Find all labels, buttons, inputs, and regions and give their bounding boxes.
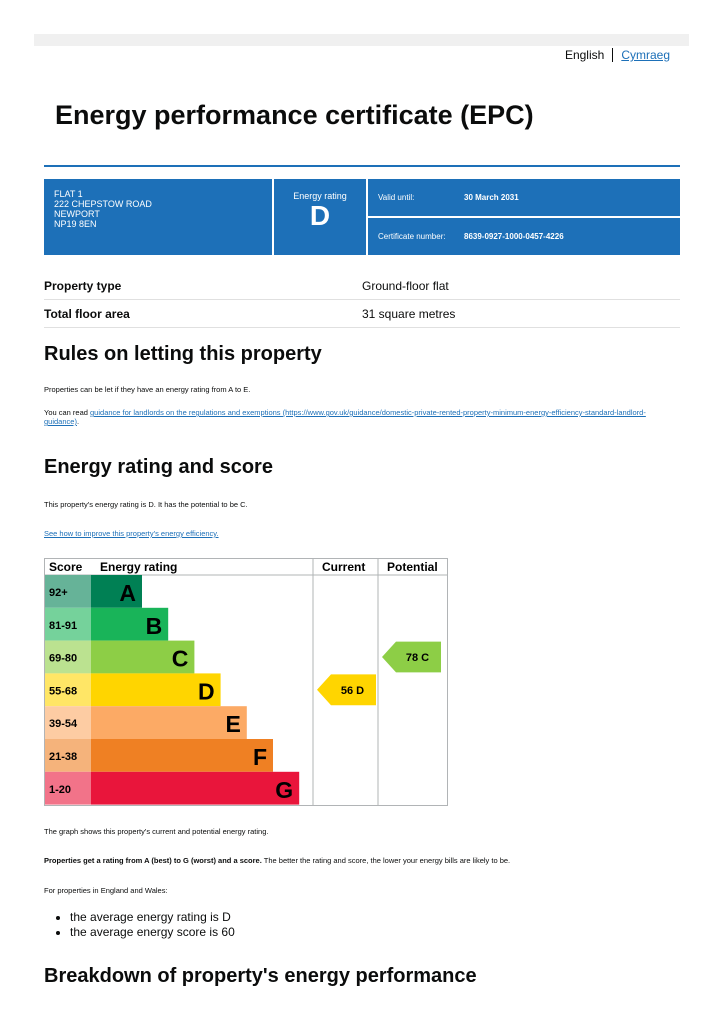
band-letter-C: C — [172, 646, 189, 672]
band-letter-F: F — [253, 744, 267, 770]
header-current: Current — [322, 560, 365, 574]
rating-explain-bold: Properties get a rating from A (best) to… — [44, 856, 262, 865]
rating-text: This property's energy rating is D. It h… — [44, 500, 248, 509]
score-label-A: 92+ — [49, 587, 68, 599]
score-heading: Energy rating and score — [44, 456, 273, 478]
property-type-value: Ground-floor flat — [362, 278, 449, 293]
score-cell-D — [45, 673, 91, 707]
breakdown-heading: Breakdown of property's energy performan… — [44, 965, 477, 987]
band-bar-C — [91, 640, 195, 674]
band-bar-G — [91, 771, 300, 805]
divider — [44, 165, 680, 167]
header-score: Score — [49, 560, 83, 574]
current-rating-label: 56 D — [341, 685, 364, 697]
band-bar-F — [91, 739, 273, 772]
average-intro: For properties in England and Wales: — [44, 886, 168, 895]
graph-text: The graph shows this property's current … — [44, 827, 269, 836]
score-label-C: 69-80 — [49, 653, 77, 665]
band-letter-G: G — [275, 777, 293, 803]
score-cell-C — [45, 640, 91, 674]
score-label-F: 21-38 — [49, 751, 77, 763]
score-cell-F — [45, 739, 91, 772]
list-item: the average energy rating is D — [70, 910, 235, 925]
score-cell-B — [45, 607, 91, 641]
letting-heading: Rules on letting this property — [44, 343, 322, 365]
cert-value: 8639-0927-1000-0457-4226 — [464, 232, 564, 241]
property-type-label: Property type — [44, 278, 122, 293]
header-energy-rating: Energy rating — [100, 560, 177, 574]
average-list: the average energy rating is Dthe averag… — [70, 910, 235, 940]
chart-border — [44, 558, 448, 806]
page-title: Energy performance certificate (EPC) — [55, 100, 534, 130]
lang-welsh-link[interactable]: Cymraeg — [612, 48, 670, 62]
cert-label: Certificate number: — [378, 232, 446, 241]
score-cell-E — [45, 706, 91, 739]
score-label-D: 55-68 — [49, 685, 77, 697]
address-line: NEWPORT — [54, 209, 100, 219]
property-summary: Property type Ground-floor flat Total flo… — [44, 272, 680, 328]
header-potential: Potential — [387, 560, 438, 574]
address: FLAT 1 222 CHEPSTOW ROAD NEWPORT NP19 8E… — [44, 179, 274, 255]
band-bar-E — [91, 706, 247, 739]
energy-rating: Energy rating D — [274, 179, 368, 255]
top-bar — [34, 34, 689, 46]
rating-label: Energy rating — [293, 191, 347, 201]
address-line: 222 CHEPSTOW ROAD — [54, 199, 152, 209]
rating-explain: The better the rating and score, the low… — [261, 856, 511, 865]
valid-label: Valid until: — [378, 193, 415, 202]
score-label-G: 1-20 — [49, 784, 71, 796]
floor-area-value: 31 square metres — [362, 306, 456, 321]
address-line: FLAT 1 — [54, 189, 83, 199]
valid-value: 30 March 2031 — [464, 193, 519, 202]
list-item: the average energy score is 60 — [70, 925, 235, 940]
potential-rating-label: 78 C — [406, 652, 429, 664]
potential-rating-arrow — [382, 641, 441, 673]
guidance-link[interactable]: guidance for landlords on the regulation… — [44, 408, 646, 426]
rating-value: D — [309, 200, 331, 231]
score-cell-G — [45, 771, 91, 805]
letting-guidance: You can read guidance for landlords on t… — [44, 408, 646, 426]
band-letter-D: D — [198, 678, 215, 704]
band-letter-A: A — [119, 580, 136, 606]
score-label-E: 39-54 — [49, 718, 78, 730]
improve-link[interactable]: See how to improve this property's energ… — [44, 529, 219, 538]
floor-area-label: Total floor area — [44, 306, 130, 321]
lang-english: English — [564, 48, 605, 62]
epc-rating-chart: Score Energy rating Current Potential 92+ A 81… — [44, 558, 448, 806]
band-bar-B — [91, 607, 169, 641]
score-label-B: 81-91 — [49, 620, 77, 632]
band-letter-B: B — [146, 613, 163, 639]
current-rating-arrow — [317, 674, 376, 706]
band-bar-A — [91, 575, 142, 608]
language-switcher: English Cymraeg — [565, 48, 670, 62]
letting-text: Properties can be let if they have an en… — [44, 385, 251, 394]
address-line: NP19 8EN — [54, 219, 97, 229]
band-letter-E: E — [225, 711, 240, 737]
band-bar-D — [91, 673, 221, 707]
certificate-header: FLAT 1 222 CHEPSTOW ROAD NEWPORT NP19 8E… — [44, 179, 680, 255]
score-cell-A — [45, 575, 91, 608]
